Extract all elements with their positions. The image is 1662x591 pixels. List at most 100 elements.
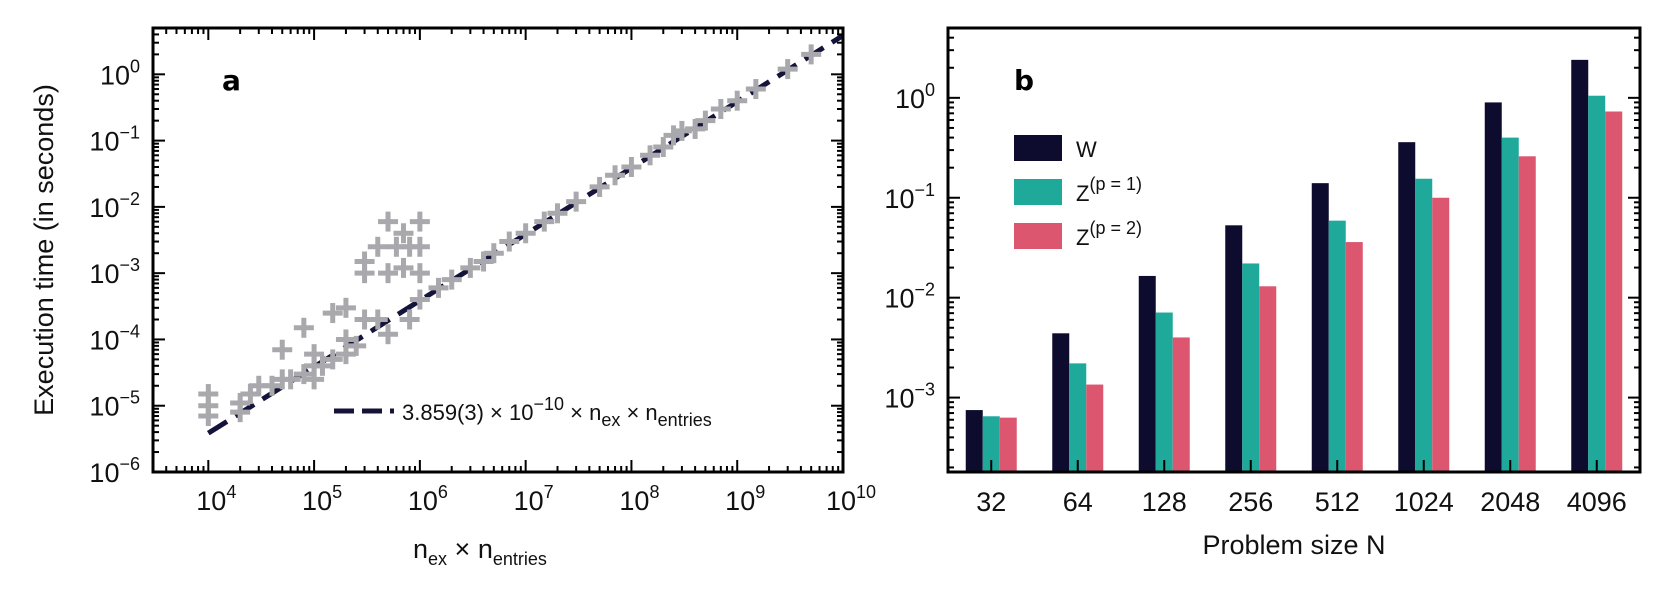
data-point [393, 257, 414, 278]
bar-z-p1-4096 [1588, 95, 1606, 472]
data-point [322, 349, 343, 370]
panel-a-letter: a [222, 64, 241, 97]
bar-z-p2-256 [1259, 286, 1277, 472]
y-tick-label: 10−2 [89, 189, 140, 223]
legend-swatch-z-p2 [1014, 223, 1062, 249]
x-tick-label: 104 [196, 482, 236, 516]
legend-swatch-w [1014, 135, 1062, 161]
bar-z-p1-256 [1242, 263, 1260, 472]
y-tick-label: 10−3 [89, 255, 140, 289]
data-point [312, 355, 333, 376]
data-point [280, 369, 301, 390]
x-tick-label: 32 [976, 487, 1006, 517]
panel-a: 104 105 106 107 108 109 1010 10−610−510−410−31… [29, 26, 876, 569]
data-point [483, 243, 504, 264]
data-point [409, 236, 430, 257]
panel-a-points [198, 44, 822, 426]
x-tick-label: 105 [302, 482, 342, 516]
legend-label-z-p2: Z(p = 2) [1076, 218, 1142, 250]
data-point [640, 145, 661, 166]
bar-z-p2-128 [1172, 337, 1190, 472]
bar-z-p1-512 [1328, 220, 1346, 472]
data-point [547, 203, 568, 224]
y-tick-label: 10−1 [89, 123, 140, 157]
bar-z-p1-2048 [1501, 137, 1519, 472]
data-point [293, 317, 314, 338]
bar-z-p2-4096 [1605, 111, 1623, 473]
data-point [460, 257, 481, 278]
bar-z-p1-128 [1155, 312, 1173, 472]
bar-z-p1-64 [1069, 363, 1087, 472]
x-tick-label: 108 [619, 482, 659, 516]
panel-b-y-tick-labels: 10−3 10−2 10−1 100 [884, 80, 935, 414]
bar-w-128 [1138, 275, 1156, 472]
x-tick-label: 106 [408, 482, 448, 516]
data-point [367, 236, 388, 257]
panel-b-frame [946, 26, 1642, 474]
panel-a-y-axis-label: Execution time (in seconds) [29, 84, 59, 416]
data-point [367, 309, 388, 330]
data-point [695, 110, 716, 131]
data-point [304, 369, 325, 390]
data-point [685, 118, 706, 139]
data-point [198, 405, 219, 426]
x-tick-label: 256 [1228, 487, 1273, 517]
data-point [441, 269, 462, 290]
bar-z-p2-64 [1086, 384, 1104, 472]
data-point [322, 303, 343, 324]
x-tick-label: 1024 [1394, 487, 1454, 517]
data-point [409, 263, 430, 284]
y-tick-label: 10−2 [884, 280, 935, 314]
data-point [653, 137, 674, 158]
data-point [304, 344, 325, 365]
y-tick-label: 10−3 [884, 380, 935, 414]
data-point [801, 44, 822, 65]
y-tick-label: 10−1 [884, 180, 935, 214]
data-point [710, 98, 731, 119]
data-point [272, 339, 293, 360]
data-point [378, 263, 399, 284]
data-point [346, 335, 367, 356]
data-point [230, 402, 251, 423]
data-point [499, 231, 520, 252]
data-point [621, 156, 642, 177]
panel-b-x-axis-label: Problem size N [1202, 530, 1385, 560]
data-point [777, 59, 798, 80]
data-point [293, 364, 314, 385]
panel-b-ticks [948, 27, 1640, 472]
data-point [335, 297, 356, 318]
y-tick-label: 100 [895, 80, 935, 114]
data-point [354, 263, 375, 284]
data-point [745, 79, 766, 100]
x-tick-label: 128 [1142, 487, 1187, 517]
y-tick-label: 10−5 [89, 388, 140, 422]
x-tick-label: 1010 [826, 482, 876, 516]
bar-legend: W Z(p = 1) Z(p = 2) [1014, 135, 1142, 250]
data-point [589, 176, 610, 197]
data-point [473, 251, 494, 272]
fit-legend: 3.859(3) × 10−10 × nex × nentries [334, 394, 712, 430]
data-point [409, 211, 430, 232]
bar-w-1024 [1398, 142, 1416, 472]
x-tick-label: 64 [1063, 487, 1093, 517]
data-point [727, 90, 748, 111]
data-point [566, 191, 587, 212]
data-point [335, 344, 356, 365]
bar-w-64 [1052, 333, 1070, 472]
data-point [378, 324, 399, 345]
bar-z-p2-1024 [1432, 197, 1450, 473]
x-tick-label: 4096 [1567, 487, 1627, 517]
data-point [261, 375, 282, 396]
bar-w-4096 [1571, 59, 1589, 472]
panel-b-x-tick-labels: 32 64 128 256 512 1024 2048 4096 [976, 487, 1627, 517]
bar-z-p1-32 [982, 416, 1000, 472]
panel-a-x-axis-label: nex × nentries [413, 534, 547, 569]
panel-a-ticks [152, 27, 844, 473]
data-point [409, 289, 430, 310]
legend-label-z-p1: Z(p = 1) [1076, 174, 1142, 206]
bar-w-512 [1311, 183, 1329, 473]
x-tick-label: 512 [1315, 487, 1360, 517]
bar-w-2048 [1484, 102, 1502, 473]
panel-b: 32 64 128 256 512 1024 2048 4096 10−310−210−110… [884, 26, 1642, 560]
